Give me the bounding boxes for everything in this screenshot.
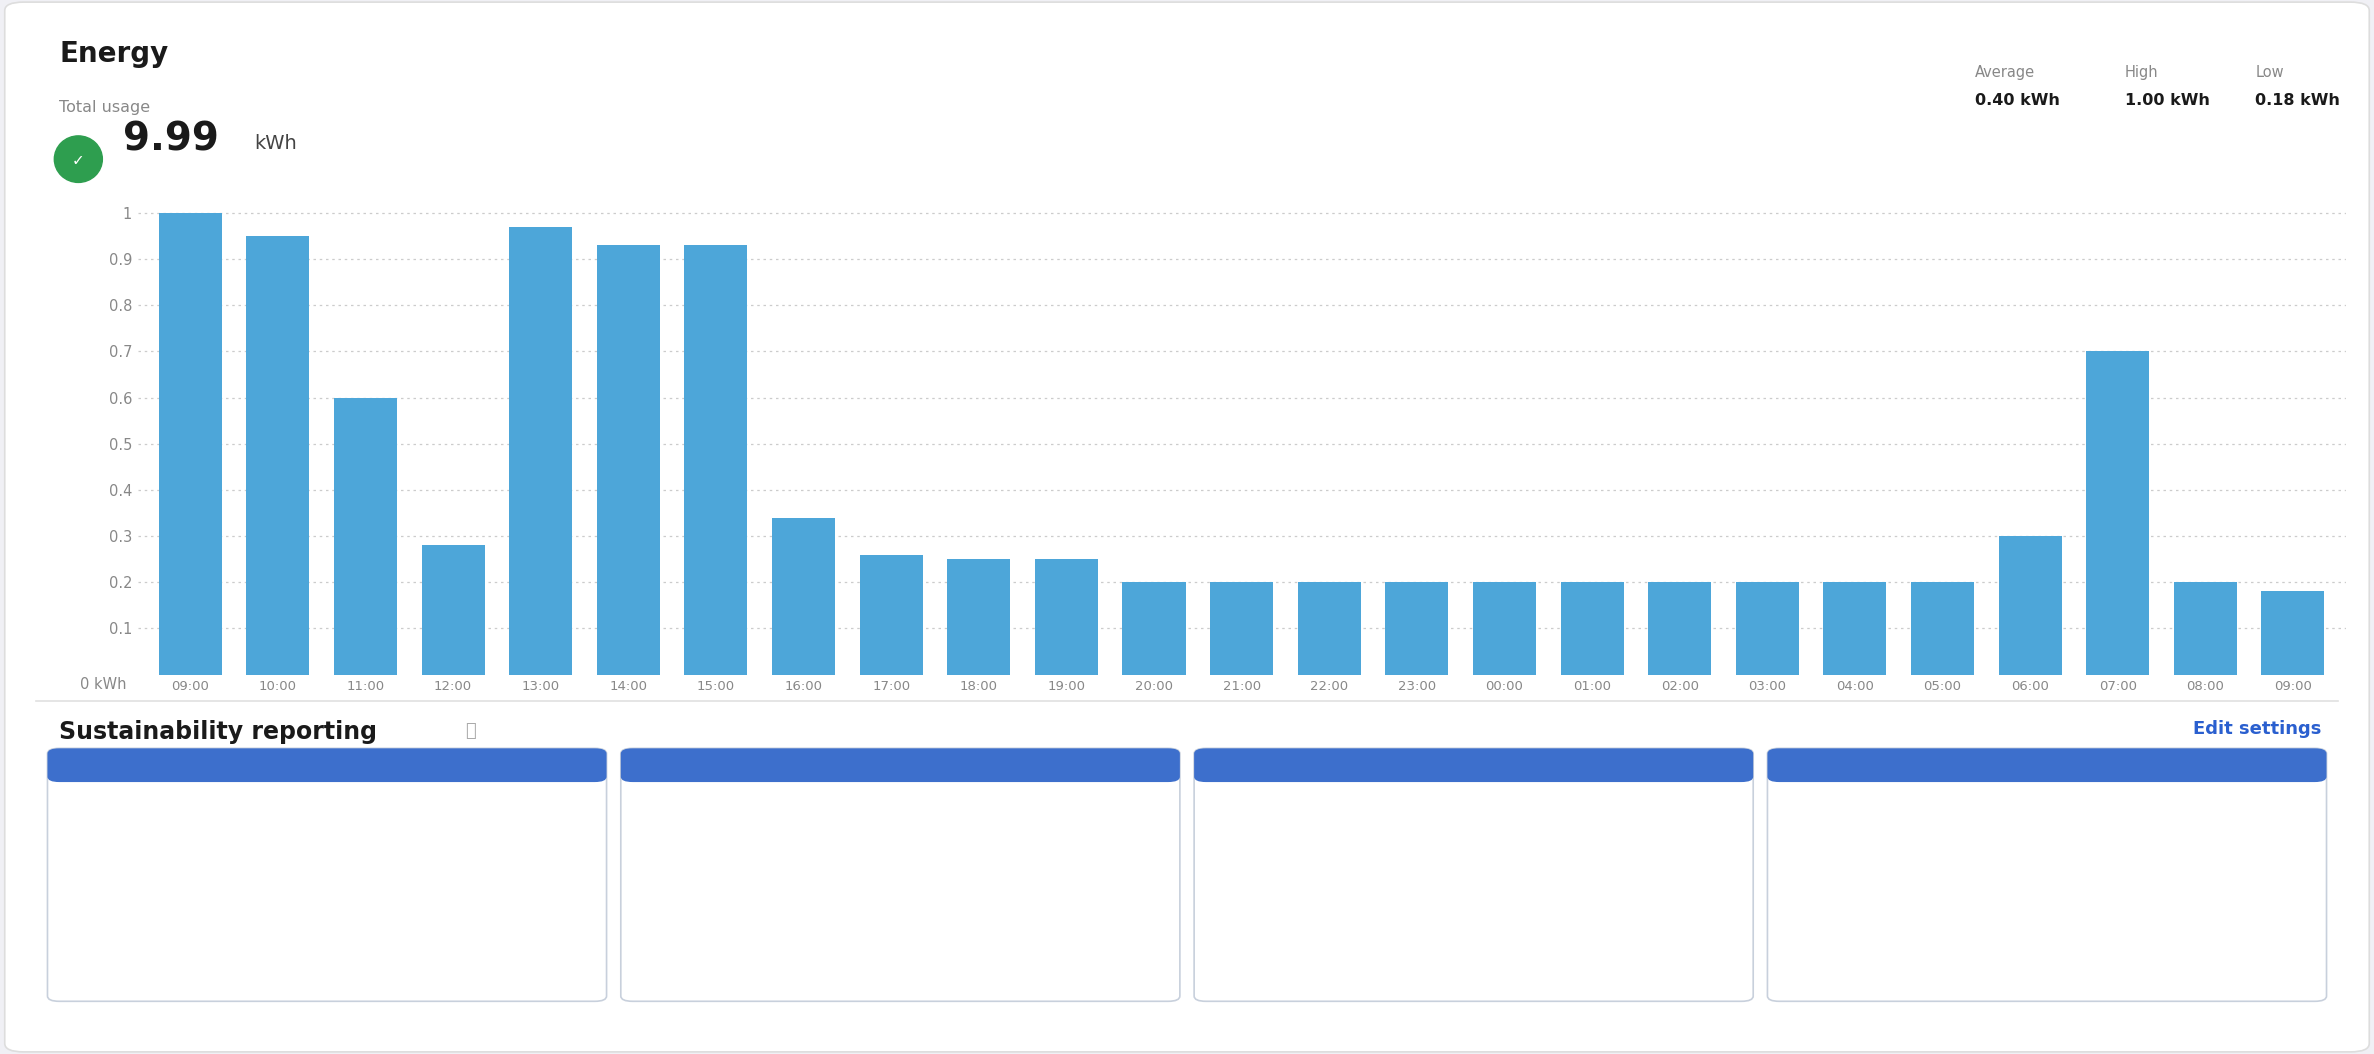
Text: 9.99: 9.99 bbox=[123, 120, 218, 158]
Bar bbox=[2175, 582, 2236, 675]
Bar bbox=[1123, 582, 1185, 675]
Text: 0.18 kWh: 0.18 kWh bbox=[2255, 93, 2341, 108]
Bar bbox=[1999, 536, 2061, 675]
Bar bbox=[1648, 582, 1712, 675]
Text: 1.00 kWh: 1.00 kWh bbox=[2125, 93, 2210, 108]
Text: Estimated 1-year GHG emissions: Estimated 1-year GHG emissions bbox=[1809, 796, 2075, 811]
Text: Estimated GHG emissions: Estimated GHG emissions bbox=[1237, 796, 1443, 811]
Bar bbox=[1211, 582, 1272, 675]
Bar bbox=[684, 246, 748, 675]
Bar bbox=[1911, 582, 1975, 675]
Bar bbox=[2262, 591, 2324, 675]
Text: Low: Low bbox=[2255, 65, 2284, 80]
Bar bbox=[1299, 582, 1360, 675]
Bar bbox=[1472, 582, 1536, 675]
Bar bbox=[508, 227, 572, 675]
Text: 0.40 kWh: 0.40 kWh bbox=[1975, 93, 2061, 108]
Text: 0 kWh: 0 kWh bbox=[81, 677, 126, 692]
Bar bbox=[1823, 582, 1887, 675]
Bar bbox=[159, 213, 221, 675]
Text: Average: Average bbox=[1975, 65, 2035, 80]
Text: 1740.0 kg CO₂e: 1740.0 kg CO₂e bbox=[1809, 920, 2051, 949]
Bar bbox=[335, 397, 396, 675]
Text: kWh: kWh bbox=[254, 134, 297, 153]
Text: ⓘ: ⓘ bbox=[465, 722, 477, 740]
Text: $3.00: $3.00 bbox=[90, 920, 178, 949]
Bar bbox=[2087, 351, 2148, 675]
Bar bbox=[772, 518, 836, 675]
Bar bbox=[859, 554, 923, 675]
Text: High: High bbox=[2125, 65, 2158, 80]
Text: Estimated 1-year electricity cost: Estimated 1-year electricity cost bbox=[662, 796, 923, 811]
Text: ✓: ✓ bbox=[71, 153, 85, 168]
Text: Sustainability reporting: Sustainability reporting bbox=[59, 720, 377, 744]
Bar bbox=[247, 236, 309, 675]
Text: 4.8 kg CO₂e: 4.8 kg CO₂e bbox=[1237, 920, 1420, 949]
Circle shape bbox=[55, 136, 102, 182]
Text: Energy: Energy bbox=[59, 40, 169, 69]
Text: Estimated electricity cost: Estimated electricity cost bbox=[90, 796, 294, 811]
Bar bbox=[1386, 582, 1448, 675]
Bar bbox=[1735, 582, 1799, 675]
Bar bbox=[947, 559, 1011, 675]
Bar bbox=[596, 246, 660, 675]
Text: Edit settings: Edit settings bbox=[2194, 720, 2322, 738]
Bar bbox=[1035, 559, 1097, 675]
Bar bbox=[423, 545, 484, 675]
Bar bbox=[1560, 582, 1624, 675]
Text: $1,094.34: $1,094.34 bbox=[662, 920, 819, 949]
Text: Total usage: Total usage bbox=[59, 100, 150, 115]
